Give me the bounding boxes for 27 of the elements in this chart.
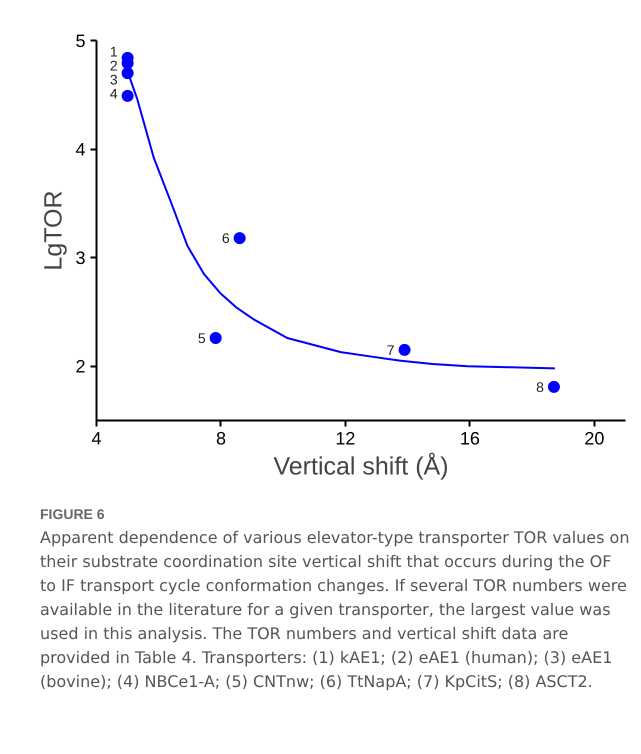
x-tick-label: 20 [584, 428, 604, 448]
annotation: 2 [110, 57, 118, 74]
text: Apparent dependence of various elevator-type transporter TOR values on their substrate coordination site vertical shift that occurs during the OF to IF transport cycle conformation changes. If several TOR numbers were available in the literature for a given transporter, the largest value was used in this analysis. The TOR numbers and vertical shift data are provided in Table 4. Transporters: (1) kAE1; (2) eAE1 (human); (3) eAE1 (bovine); (4) NBCe1-A; (5) CNTnw; (6) TtNapA; (7) KpCitS; (8) ASCT2. [40, 527, 630, 693]
x-tick-label: 12 [335, 428, 356, 448]
annotation: 8 [536, 378, 544, 395]
annotation: 6 [222, 230, 230, 246]
x-tick-label: 4 [91, 428, 102, 448]
point [122, 90, 134, 102]
caption: FIGURE 6 [40, 505, 106, 524]
annotation: 7 [386, 342, 395, 358]
y-tick-label: 5 [75, 31, 86, 51]
y-axis-title: LgTOR [39, 190, 68, 271]
point [234, 232, 246, 244]
point [122, 67, 134, 80]
annotation: 1 [110, 43, 118, 60]
point [398, 344, 411, 356]
y-tick-label: 4 [75, 140, 86, 160]
annotation: 4 [110, 85, 118, 102]
annotation: 5 [198, 330, 206, 346]
y-tick-label: 3 [75, 248, 86, 268]
x-axis-title: Vertical shift (Å) [273, 452, 449, 480]
x-tick-label: 16 [460, 428, 480, 448]
point [210, 332, 222, 344]
x-tick-label: 8 [216, 428, 226, 448]
point [548, 380, 560, 393]
y-tick-label: 2 [75, 356, 86, 377]
annotation: 3 [110, 71, 118, 88]
